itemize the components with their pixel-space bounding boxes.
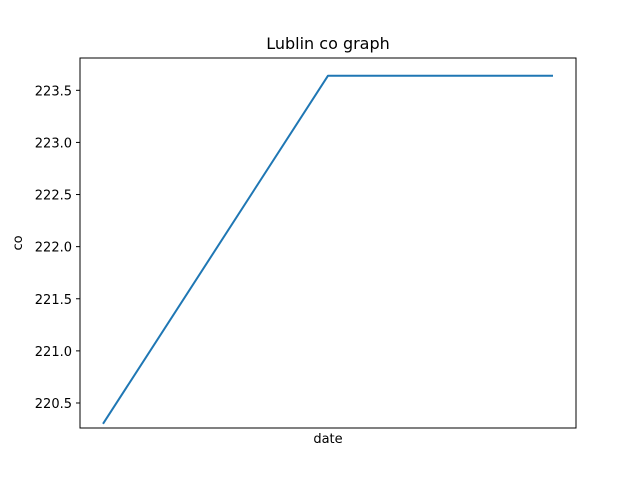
series-line xyxy=(102,74,553,425)
y-tick-label: 221.5 xyxy=(35,293,72,308)
y-tick-label: 223.0 xyxy=(35,136,72,151)
x-axis-label: date xyxy=(313,432,342,447)
chart-title: Lublin co graph xyxy=(266,34,390,53)
y-axis-label: co xyxy=(11,235,26,250)
plot-area-frame xyxy=(79,57,577,429)
y-tick-label: 222.5 xyxy=(35,189,72,204)
y-tick-label: 220.5 xyxy=(35,397,72,412)
y-tick-label: 222.0 xyxy=(35,241,72,256)
y-tick-label: 221.0 xyxy=(35,345,72,360)
y-axis-ticks: 220.5 221.0 221.5 222.0 222.5 223.0 223.5 xyxy=(35,84,80,412)
y-tick-label: 223.5 xyxy=(35,84,72,99)
